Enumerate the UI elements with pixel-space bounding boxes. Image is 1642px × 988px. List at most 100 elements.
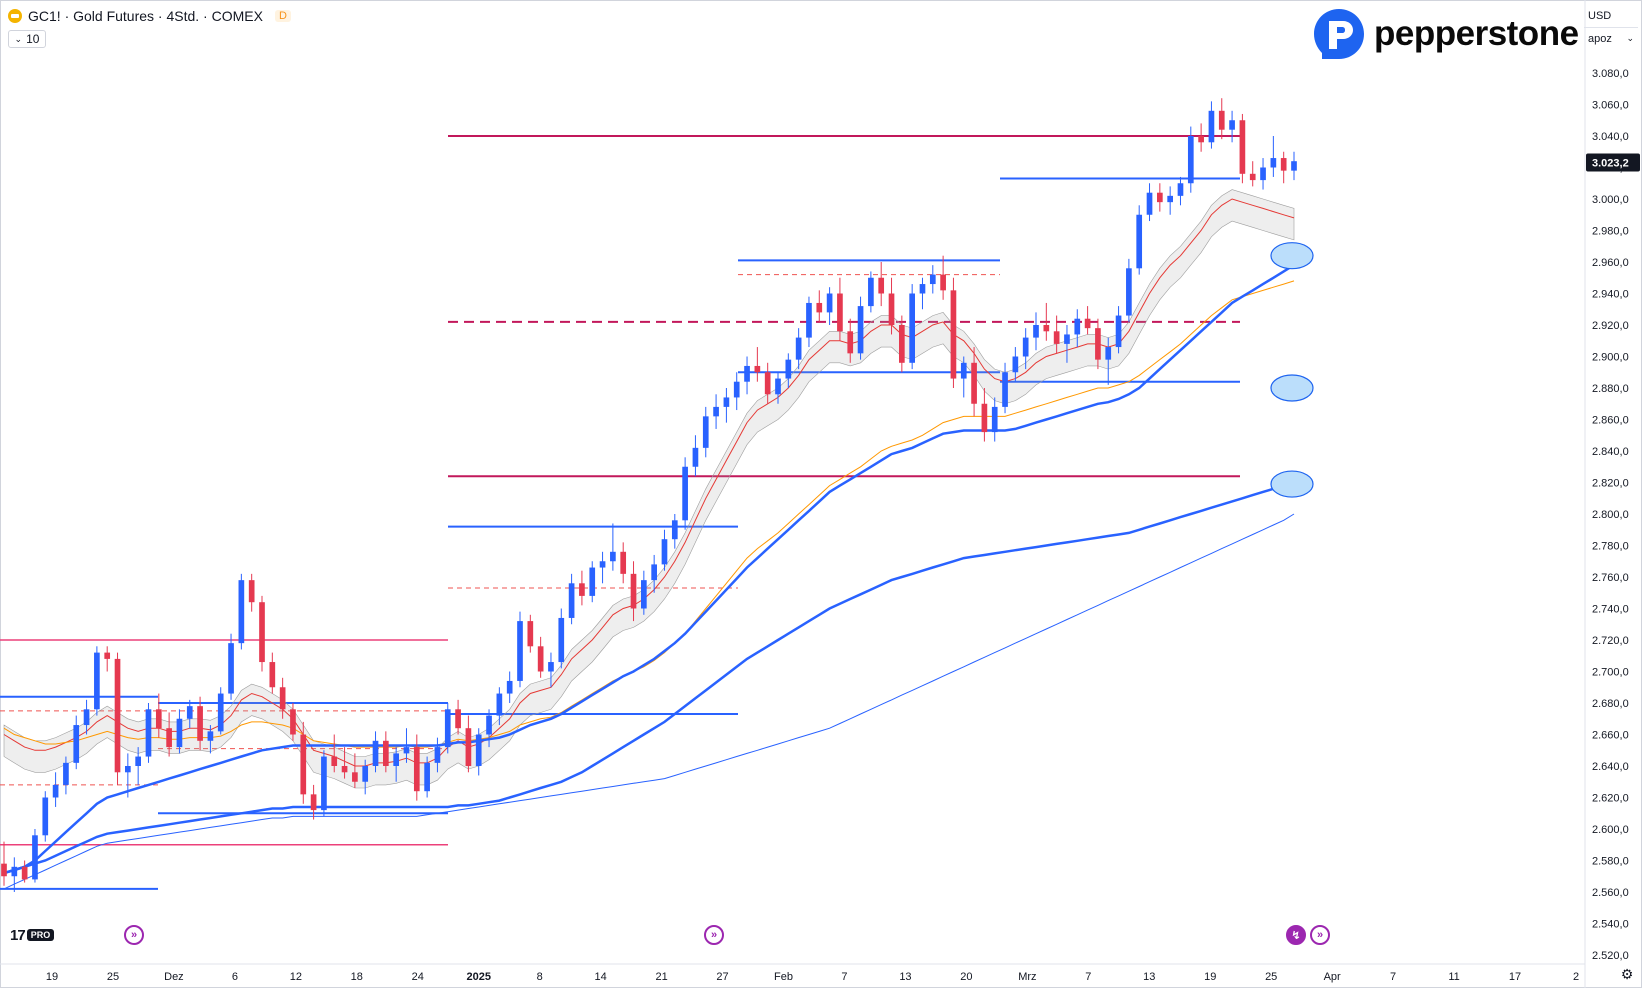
candle[interactable] (1208, 101, 1215, 149)
candle[interactable] (661, 529, 668, 571)
candle[interactable] (775, 372, 781, 404)
candle[interactable] (1177, 176, 1184, 206)
candle[interactable] (1002, 362, 1008, 414)
candle[interactable] (1126, 258, 1132, 322)
candle[interactable] (744, 356, 750, 395)
candle[interactable] (1136, 205, 1143, 275)
candle[interactable] (899, 315, 905, 373)
candle[interactable] (1229, 110, 1235, 143)
candle[interactable] (713, 394, 719, 429)
candle[interactable] (104, 646, 111, 672)
currency-selector[interactable]: USD apoz ⌄ (1584, 5, 1638, 49)
candle[interactable] (496, 687, 503, 726)
candle[interactable] (486, 709, 492, 748)
candle[interactable] (837, 277, 843, 341)
candle[interactable] (11, 857, 18, 892)
candle[interactable] (641, 570, 647, 615)
candle[interactable] (610, 523, 616, 571)
candle[interactable] (589, 561, 596, 603)
candle[interactable] (197, 696, 203, 751)
candle[interactable] (1239, 113, 1246, 184)
candle[interactable] (754, 347, 761, 382)
candle[interactable] (155, 693, 162, 738)
candle[interactable] (83, 699, 90, 735)
candle[interactable] (1187, 126, 1194, 193)
candle[interactable] (176, 709, 183, 754)
gear-icon[interactable]: ⚙ (1620, 965, 1634, 982)
candle[interactable] (1146, 183, 1153, 222)
candle[interactable] (73, 715, 80, 770)
candle[interactable] (321, 750, 327, 817)
candle[interactable] (1064, 325, 1070, 363)
candle[interactable] (806, 296, 812, 348)
candle[interactable] (42, 791, 49, 842)
candle[interactable] (764, 362, 771, 404)
candle[interactable] (702, 406, 709, 458)
candle[interactable] (548, 652, 554, 688)
candle[interactable] (1084, 306, 1091, 335)
candle[interactable] (217, 687, 224, 735)
candle[interactable] (692, 435, 699, 477)
candle[interactable] (795, 328, 802, 370)
candle[interactable] (868, 271, 874, 313)
event-arrow-icon[interactable]: » (124, 925, 144, 945)
candle[interactable] (888, 277, 895, 335)
candle[interactable] (1115, 306, 1122, 354)
candle[interactable] (630, 561, 637, 622)
candle[interactable] (135, 747, 141, 785)
candle[interactable] (434, 737, 441, 773)
candle[interactable] (393, 747, 399, 782)
candle[interactable] (671, 514, 678, 549)
candle[interactable] (620, 542, 627, 584)
event-arrow-icon[interactable]: » (1310, 925, 1330, 945)
candle[interactable] (682, 457, 688, 530)
candle[interactable] (1022, 328, 1029, 370)
price-target-marker[interactable] (1270, 470, 1314, 498)
candle[interactable] (300, 721, 307, 804)
candle[interactable] (403, 728, 410, 763)
currency-value-row[interactable]: USD (1584, 5, 1638, 27)
unit-row[interactable]: apoz ⌄ (1584, 27, 1638, 49)
candle[interactable] (1218, 98, 1225, 140)
candle[interactable] (413, 734, 420, 801)
candle[interactable] (1033, 312, 1039, 351)
candle[interactable] (1074, 309, 1081, 348)
candle[interactable] (186, 699, 193, 729)
candle[interactable] (991, 397, 998, 442)
candle[interactable] (971, 347, 977, 417)
candle[interactable] (1095, 318, 1101, 370)
candle[interactable] (857, 296, 864, 360)
symbol-bar[interactable]: GC1! · Gold Futures · 4Std. · COMEX D (8, 7, 291, 25)
price-target-marker[interactable] (1270, 374, 1314, 402)
candle[interactable] (362, 759, 369, 795)
tradingview-logo[interactable]: 17 PRO (10, 926, 55, 944)
candle[interactable] (1198, 123, 1204, 152)
candle[interactable] (475, 728, 482, 776)
candle[interactable] (63, 756, 69, 795)
candle[interactable] (1105, 337, 1112, 385)
event-arrow-icon[interactable]: » (704, 925, 724, 945)
candle[interactable] (269, 652, 276, 694)
candle[interactable] (424, 756, 430, 798)
candle[interactable] (279, 677, 286, 719)
candle[interactable] (816, 290, 823, 322)
candle[interactable] (517, 611, 523, 688)
candle[interactable] (331, 734, 338, 773)
candle[interactable] (248, 573, 255, 612)
candle[interactable] (166, 712, 172, 757)
candle[interactable] (1167, 186, 1173, 215)
candle[interactable] (733, 372, 740, 411)
candle[interactable] (383, 731, 389, 773)
candle[interactable] (919, 277, 926, 310)
candle[interactable] (94, 646, 100, 716)
candle[interactable] (259, 595, 265, 672)
candle[interactable] (940, 255, 946, 300)
candle[interactable] (1249, 161, 1256, 187)
candle[interactable] (527, 614, 534, 653)
candle[interactable] (21, 860, 28, 883)
candle[interactable] (114, 652, 121, 785)
candle[interactable] (981, 388, 988, 442)
candle[interactable] (228, 633, 234, 700)
candle[interactable] (32, 829, 38, 883)
